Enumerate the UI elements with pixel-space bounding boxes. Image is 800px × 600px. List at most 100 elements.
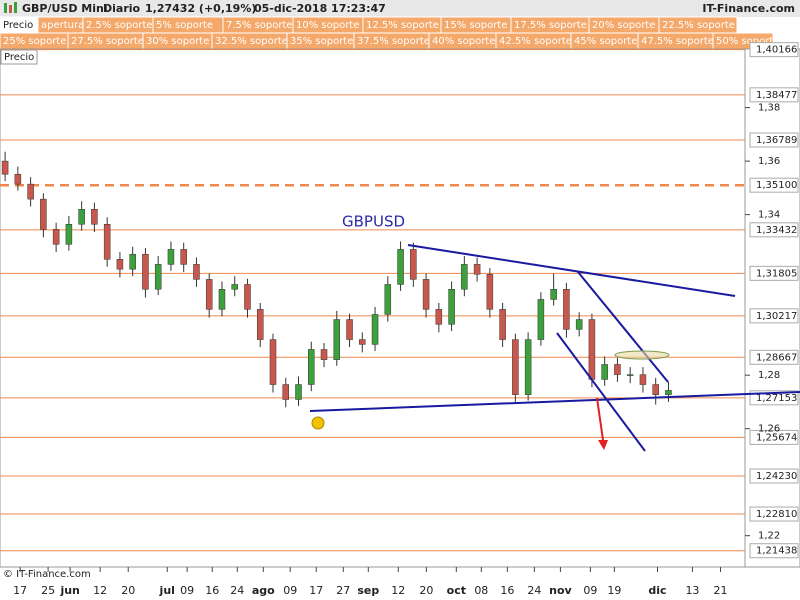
candle-body bbox=[256, 309, 264, 340]
x-tick-label: sep bbox=[357, 584, 379, 597]
candle-body bbox=[410, 249, 417, 280]
x-tick-label: 24 bbox=[230, 584, 244, 597]
y-tick-label: 1,26 bbox=[758, 424, 780, 435]
alert-bell bbox=[311, 416, 325, 430]
x-tick-label: 13 bbox=[685, 584, 699, 597]
candle-body bbox=[461, 264, 468, 290]
candle-body bbox=[371, 314, 379, 345]
candle-body bbox=[639, 374, 647, 385]
plot-area bbox=[0, 48, 746, 568]
tab-label: 35% soporte bbox=[290, 36, 353, 47]
candle-body bbox=[537, 299, 545, 340]
x-tick-label: oct bbox=[447, 584, 466, 597]
candle-body bbox=[665, 390, 672, 395]
x-tick-label: dic bbox=[648, 584, 666, 597]
tab-label: 5% soporte bbox=[156, 20, 213, 31]
candle-body bbox=[499, 309, 506, 340]
candle-body bbox=[384, 284, 392, 315]
level-box bbox=[749, 177, 799, 193]
x-tick-label: 12 bbox=[391, 584, 405, 597]
x-tick-label: 08 bbox=[474, 584, 488, 597]
level-box bbox=[749, 222, 799, 238]
level-label: 1,25674 bbox=[756, 432, 797, 443]
x-tick-label: 19 bbox=[607, 584, 621, 597]
header-icon bbox=[4, 3, 7, 13]
x-tick-label: 09 bbox=[180, 584, 194, 597]
header-icon bbox=[9, 5, 12, 13]
tab-label: 15% soporte bbox=[444, 20, 507, 31]
level-label: 1,30217 bbox=[756, 311, 797, 322]
candle-body bbox=[601, 364, 608, 380]
level-label: 1,33432 bbox=[756, 225, 797, 236]
tab-label: 20% soporte bbox=[592, 20, 655, 31]
candle-body bbox=[167, 249, 175, 265]
level-label: 1,24230 bbox=[756, 471, 797, 482]
tab-label: Precio bbox=[3, 20, 33, 31]
arrow-head bbox=[598, 440, 608, 450]
tabs: Precio apertura 2.5% soporte 5% soporte 7.5%… bbox=[0, 16, 779, 50]
y-tick-label: 1,28 bbox=[758, 370, 780, 381]
candle-body bbox=[473, 264, 481, 275]
watermark: © IT-Finance.com bbox=[3, 569, 91, 580]
candle-body bbox=[193, 264, 200, 280]
header-bar bbox=[0, 0, 800, 17]
candle-body bbox=[142, 253, 149, 290]
level-label: 1,36789 bbox=[756, 135, 797, 146]
candle-body bbox=[154, 264, 162, 290]
header-datetime: 05-dic-2018 17:23:47 bbox=[254, 2, 386, 15]
x-tick-label: jul bbox=[159, 584, 175, 597]
trendline bbox=[309, 391, 800, 412]
candle-body bbox=[269, 339, 277, 385]
candle-body bbox=[359, 339, 366, 345]
candle-body bbox=[14, 173, 22, 185]
tab-label: 40% soporte bbox=[432, 36, 495, 47]
x-tick-label: 09 bbox=[583, 584, 597, 597]
x-tick-label: 24 bbox=[527, 584, 541, 597]
candle-body bbox=[231, 284, 238, 290]
x-tick-label: 17 bbox=[13, 584, 27, 597]
candle-body bbox=[180, 249, 187, 265]
level-label: 1,28667 bbox=[756, 352, 797, 363]
x-tick-label: ago bbox=[252, 584, 275, 597]
level-box bbox=[749, 506, 799, 522]
header-icon bbox=[14, 2, 17, 13]
y-tick-label: 1,36 bbox=[758, 156, 780, 167]
x-tick-label: 17 bbox=[309, 584, 323, 597]
candle-body bbox=[422, 279, 430, 310]
candle-body bbox=[52, 229, 60, 245]
candle-body bbox=[575, 319, 583, 330]
arrow bbox=[596, 397, 604, 441]
x-tick-label: 20 bbox=[419, 584, 433, 597]
candle-body bbox=[1, 160, 9, 175]
candle-body bbox=[486, 274, 494, 310]
level-label: 1,27153 bbox=[756, 393, 797, 404]
candles bbox=[1, 151, 672, 408]
x-tick-label: jun bbox=[59, 584, 79, 597]
tab-label: 30% soporte bbox=[146, 36, 209, 47]
tab-label: 42.5% soporte bbox=[499, 36, 572, 47]
tab-label: 32.5% soporte bbox=[215, 36, 288, 47]
x-tick-label: 16 bbox=[500, 584, 514, 597]
candle-body bbox=[78, 209, 85, 225]
candle-body bbox=[626, 374, 634, 376]
candle-body bbox=[27, 183, 34, 200]
level-box bbox=[749, 543, 799, 559]
price-tab bbox=[0, 49, 38, 65]
y-tick-label: 1,38 bbox=[758, 103, 780, 114]
tab-label: 37.5% soporte bbox=[357, 36, 430, 47]
trendline bbox=[577, 271, 669, 383]
candle-body bbox=[218, 289, 226, 310]
tab-label: 10% soporte bbox=[296, 20, 359, 31]
tab-label: 7.5% soporte bbox=[226, 20, 293, 31]
x-tick-label: 27 bbox=[336, 584, 350, 597]
level-box bbox=[749, 308, 799, 324]
x-tick-label: 12 bbox=[93, 584, 107, 597]
tab-label: 12.5% soporte bbox=[366, 20, 439, 31]
x-tick-label: 09 bbox=[283, 584, 297, 597]
candle-body bbox=[103, 224, 111, 260]
candle-body bbox=[563, 289, 570, 330]
candle-body bbox=[320, 349, 328, 360]
tab-label: 27.5% soporte bbox=[71, 36, 144, 47]
